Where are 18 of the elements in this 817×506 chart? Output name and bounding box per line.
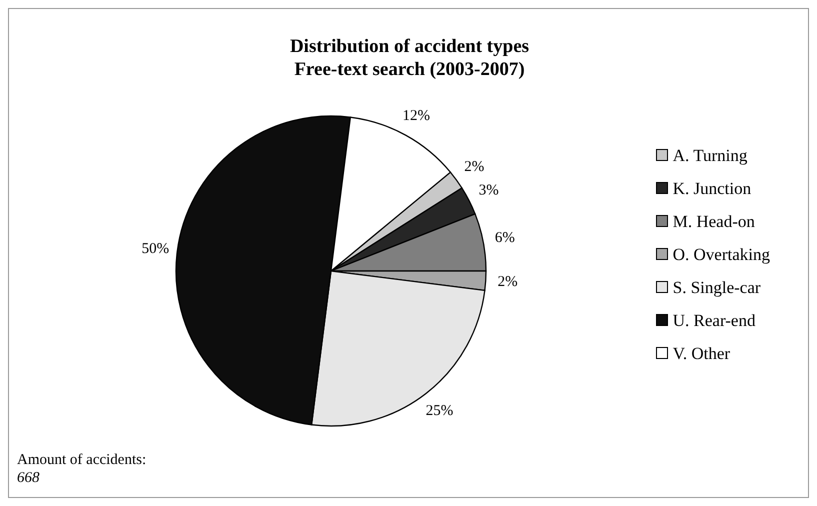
- data-label: 2%: [464, 158, 484, 175]
- legend-label: M. Head-on: [672, 210, 755, 232]
- text: Amount of accidents:: [17, 451, 146, 469]
- chart-subtitle: Free-text search (2003-2007): [293, 58, 526, 81]
- data-label: 25%: [426, 402, 454, 419]
- legend-label: U. Rear-end: [672, 310, 756, 332]
- legend-label: V. Other: [672, 342, 730, 364]
- legend-label: A. Turning: [672, 144, 748, 167]
- text: 668: [17, 469, 40, 487]
- data-label: 3%: [478, 182, 499, 199]
- legend-label: K. Junction: [672, 178, 752, 200]
- legend-label: S. Single-car: [672, 276, 761, 299]
- data-label: 6%: [494, 230, 515, 246]
- data-label: 50%: [142, 240, 170, 257]
- data-label: 2%: [498, 274, 518, 290]
- data-label: 12%: [402, 108, 430, 124]
- chart-title: Distribution of accident types: [288, 35, 530, 58]
- legend-label: O. Overtaking: [672, 244, 770, 266]
